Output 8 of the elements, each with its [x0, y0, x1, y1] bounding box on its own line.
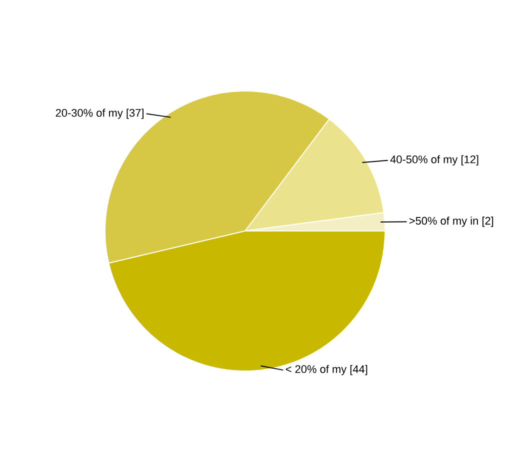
slice-label: 40-50% of my	[390, 155, 458, 166]
data-label: [37]	[126, 108, 144, 119]
data-label: [44]	[350, 364, 368, 376]
data-label: [12]	[461, 155, 478, 166]
slice-label: < 20% of my	[286, 364, 347, 376]
slice-label: >50% of my in	[409, 216, 478, 227]
slice-label: 20-30% of my	[56, 108, 123, 119]
data-label: [2]	[482, 216, 494, 227]
